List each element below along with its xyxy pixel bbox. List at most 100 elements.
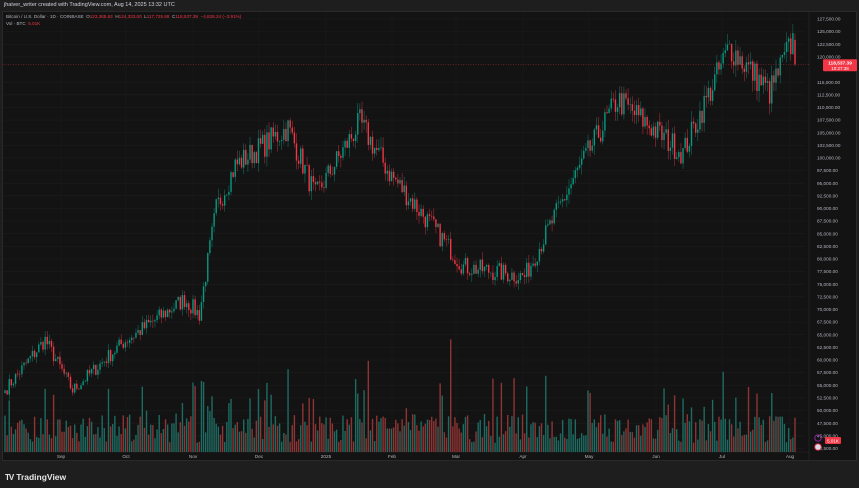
candle — [4, 390, 6, 394]
volume-bar — [583, 435, 585, 452]
event-icon[interactable] — [814, 434, 822, 442]
candle — [407, 201, 410, 206]
volume-bar — [500, 382, 503, 452]
volume-bar — [308, 397, 310, 452]
volume-bar — [771, 392, 773, 452]
volume-bar — [382, 416, 384, 452]
volume-bar — [589, 392, 591, 452]
volume-bar — [716, 440, 718, 452]
volume-bar — [462, 424, 465, 452]
candle — [27, 358, 29, 364]
volume-bar — [699, 419, 701, 452]
time-axis-label: Oct — [122, 454, 130, 459]
volume-bar — [684, 422, 686, 452]
candle — [14, 373, 17, 384]
candle — [76, 383, 78, 389]
candle — [663, 132, 665, 141]
candle — [538, 248, 541, 262]
volume-bar — [363, 390, 365, 452]
volume-bar — [676, 429, 678, 452]
volume-bar — [169, 442, 171, 452]
candle — [479, 259, 481, 270]
volume-bar — [152, 425, 154, 452]
volume-bar — [272, 424, 274, 452]
volume-bar — [572, 434, 574, 452]
volume-bar — [249, 398, 251, 452]
price-axis-label: 52,500.00 — [817, 396, 838, 401]
volume-bar — [48, 434, 51, 452]
candle — [458, 266, 460, 270]
candle — [8, 379, 10, 395]
candle — [350, 134, 353, 139]
volume-bar — [228, 403, 230, 452]
candle — [671, 133, 674, 148]
volume-bar — [348, 424, 351, 452]
volume-bar — [204, 432, 207, 452]
candle — [433, 216, 435, 220]
tradingview-branding[interactable]: TV TradingView — [5, 472, 66, 482]
volume-bar — [371, 418, 374, 452]
candle — [460, 269, 462, 274]
candle — [84, 381, 86, 382]
volume-bar — [519, 439, 522, 452]
candle — [369, 136, 372, 145]
volume-label[interactable]: Vol · BTC — [6, 21, 26, 26]
candle — [281, 139, 283, 142]
volume-bar — [295, 441, 298, 452]
time-axis-label: Jul — [719, 454, 725, 459]
time-axis-label: Feb — [388, 454, 396, 459]
candle — [416, 199, 418, 213]
volume-bar — [599, 415, 602, 452]
volume-bar — [418, 430, 420, 452]
volume-bar — [794, 417, 796, 452]
candle — [251, 144, 253, 164]
volume-bar — [585, 435, 587, 452]
volume-bar — [612, 441, 615, 452]
volume-bar — [278, 423, 281, 452]
candle — [371, 136, 374, 154]
volume-bar — [25, 428, 27, 452]
candle — [380, 147, 382, 149]
volume-bar — [513, 378, 515, 452]
volume-bar — [781, 416, 784, 452]
volume-bar — [701, 420, 703, 452]
volume-bar — [126, 416, 129, 452]
candle — [646, 117, 648, 126]
time-axis-label: Aug — [786, 454, 795, 459]
volume-bar — [321, 423, 323, 452]
volume-bar — [492, 378, 494, 452]
volume-bar — [633, 437, 636, 452]
volume-bar — [342, 415, 344, 452]
candle — [323, 187, 325, 188]
candle — [564, 199, 566, 201]
volume-bar — [291, 425, 293, 452]
volume-bar — [416, 425, 418, 452]
volume-bar — [515, 433, 517, 452]
volume-bar — [621, 434, 623, 452]
volume-bar — [557, 440, 560, 452]
volume-bar — [568, 418, 570, 452]
volume-bar — [333, 431, 336, 452]
candle — [392, 171, 395, 178]
volume-bar — [177, 432, 179, 452]
volume-bar — [50, 438, 53, 452]
volume-bar — [608, 428, 610, 452]
volume-bar — [139, 416, 141, 452]
price-axis-label: 122,500.00 — [817, 42, 841, 47]
candle — [133, 337, 135, 339]
candle — [414, 199, 416, 209]
symbol-label[interactable]: Bitcoin / U.S. Dollar · 1D · COINBASE — [6, 14, 84, 19]
candle — [568, 188, 570, 195]
volume-bar — [27, 432, 29, 452]
candle — [19, 373, 21, 375]
volume-bar — [33, 416, 36, 452]
volume-bar — [359, 418, 361, 452]
volume-bar — [430, 416, 433, 452]
candle — [329, 165, 331, 174]
volume-bar — [576, 438, 579, 452]
candle — [105, 361, 108, 364]
candle — [483, 266, 486, 272]
volume-bar — [471, 442, 473, 452]
us-flag-event-icon[interactable] — [814, 443, 822, 451]
candle — [471, 273, 473, 275]
